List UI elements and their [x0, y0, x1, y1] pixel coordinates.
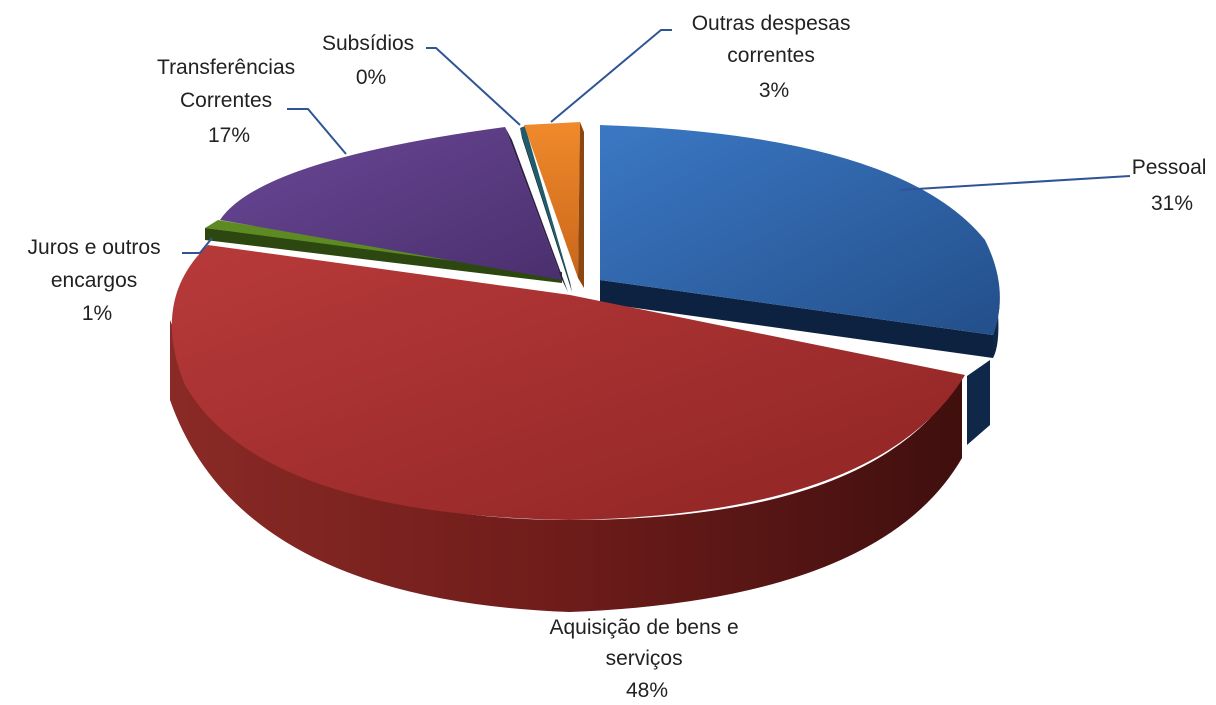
- label-aquisicao: Aquisição de bens e serviços 48%: [550, 616, 745, 702]
- pie-slice-wall-pessoal: [967, 360, 990, 445]
- pie-slice-side-aquisicao: [170, 320, 962, 612]
- leader-line-subsidios: [426, 47, 521, 126]
- pie-slice-side-outras: [578, 122, 584, 288]
- pie-slice-top-pessoal: [600, 125, 1000, 335]
- pie-slice-top-transferencias: [220, 127, 562, 280]
- pie-slice-side-transferencias: [505, 127, 568, 292]
- pie-slice-side-subsidios: [520, 128, 572, 292]
- label-transferencias-name-line1: Transferências: [157, 56, 295, 79]
- label-outras-name-line2: correntes: [727, 44, 815, 67]
- label-aquisicao-percent: 48%: [626, 679, 668, 702]
- leader-line-pessoal: [899, 175, 1131, 191]
- label-outras: Outras despesas correntes 3%: [692, 12, 857, 102]
- leader-line-juros: [182, 237, 213, 254]
- label-aquisicao-name-line1: Aquisição de bens e: [550, 616, 739, 639]
- label-juros-name-line2: encargos: [51, 269, 137, 292]
- label-outras-name-line1: Outras despesas: [692, 12, 851, 35]
- label-subsidios: Subsídios 0%: [322, 32, 420, 89]
- label-transferencias-name-line2: Correntes: [180, 89, 272, 112]
- label-pessoal: Pessoal 31%: [1132, 156, 1213, 215]
- pie-slice-side-pessoal: [600, 280, 993, 358]
- pie-slice-top-subsidios: [520, 126, 570, 282]
- pie-slice-top-outras: [524, 122, 580, 278]
- label-subsidios-percent: 0%: [356, 66, 386, 89]
- pie-slice-side-juros: [205, 228, 562, 283]
- label-outras-percent: 3%: [759, 79, 789, 102]
- label-juros: Juros e outros encargos 1%: [28, 236, 167, 325]
- label-transferencias: Transferências Correntes 17%: [157, 56, 301, 147]
- label-pessoal-percent: 31%: [1151, 192, 1193, 215]
- leader-line-outras: [550, 29, 672, 123]
- label-transferencias-percent: 17%: [208, 124, 250, 147]
- label-juros-percent: 1%: [82, 302, 112, 325]
- leader-line-transferencias: [287, 108, 347, 155]
- label-aquisicao-name-line2: serviços: [606, 647, 683, 670]
- label-subsidios-name: Subsídios: [322, 32, 414, 55]
- label-juros-name-line1: Juros e outros: [28, 236, 161, 259]
- label-pessoal-name: Pessoal: [1132, 156, 1207, 179]
- pie-slice-top-aquisicao: [171, 245, 966, 520]
